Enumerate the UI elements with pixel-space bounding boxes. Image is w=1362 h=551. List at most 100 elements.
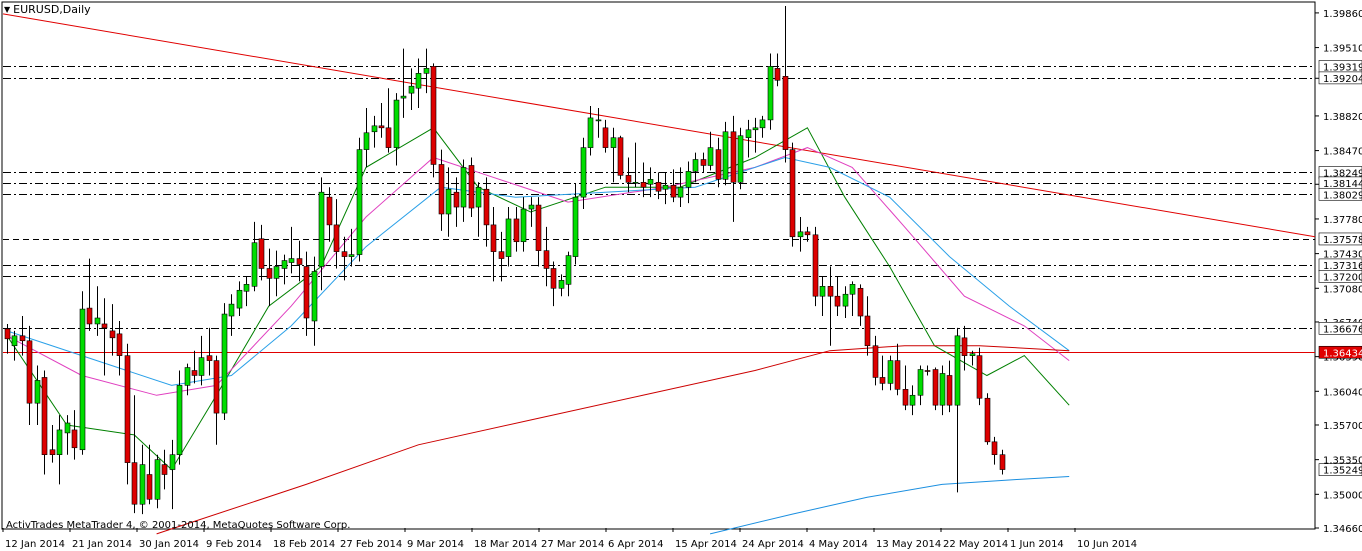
bull-candle-body [917,369,924,396]
bull-candle-body [595,119,602,122]
bull-candle-body [184,367,191,386]
candle [961,325,968,371]
bear-candle-body [602,127,609,148]
candle [86,258,93,331]
bear-candle-body [453,191,460,208]
candle [356,137,363,262]
candle [124,343,131,485]
bull-candle-body [647,179,654,185]
bear-candle-body [206,355,213,361]
candle [894,343,901,396]
candle [228,294,235,336]
bear-candle-body [513,218,520,243]
price-tick-label: 1.34660 [1323,524,1362,535]
dropdown-arrow-icon[interactable]: ▼ [4,5,11,14]
candle [101,298,108,376]
candle [49,424,56,463]
bull-candle-body [528,204,535,210]
candle [745,119,752,158]
candle [849,281,856,317]
candle [296,240,303,282]
price-tick-label: 1.39860 [1323,9,1362,20]
bull-candle-body [288,258,295,263]
bear-candle-body [109,330,116,339]
candle [281,254,288,285]
time-tick-label: 21 Jan 2014 [72,539,132,550]
bull-candle-body [685,171,692,188]
level-label: 1.39319 [1323,62,1362,73]
bear-candle-body [483,188,490,226]
candle [326,187,333,242]
price-tick-label: 1.37430 [1323,250,1362,261]
time-tick-label: 18 Mar 2014 [474,539,537,550]
candle [543,226,550,287]
bull-candle-body [520,208,527,243]
moving-average-line-4 [709,476,1070,535]
price-tick-label: 1.35350 [1323,456,1362,467]
bull-candle-body [677,186,684,198]
candle [430,63,437,178]
bull-candle-body [752,127,759,131]
candle [79,291,86,455]
bear-candle-body [146,474,153,500]
candle [864,296,871,356]
bull-candle-body [94,317,101,325]
candle [445,167,452,237]
candle [528,197,535,227]
bear-candle-body [116,333,123,356]
candle [176,370,183,465]
bear-candle-body [303,266,310,319]
candle [520,197,527,252]
candle [902,365,909,411]
bull-candle-body [565,255,572,285]
candle [146,444,153,505]
moving-average-line-0 [6,127,1070,471]
bull-candle-body [587,117,594,148]
level-label-box [1318,232,1362,246]
bear-candle-body [730,131,737,183]
level-label: 1.37316 [1323,261,1362,272]
bear-candle-body [543,250,550,269]
bear-candle-body [857,287,864,317]
candle [11,330,18,361]
candle [737,127,744,190]
bear-candle-body [946,375,953,406]
candle [154,454,161,509]
price-tick-label: 1.39510 [1323,44,1362,55]
candle [782,5,789,163]
candle [64,415,71,455]
candle [580,137,587,210]
bull-candle-body [400,95,407,99]
price-tick-label: 1.38820 [1323,112,1362,123]
candle [640,162,647,198]
candles [4,5,1006,515]
level-label-box [1318,322,1362,335]
time-tick-label: 9 Feb 2014 [206,539,262,550]
bull-candle-body [745,129,752,139]
candle [767,53,774,130]
bear-candle-body [535,204,542,251]
bear-candle-body [894,360,901,390]
candle [909,385,916,416]
candle [670,169,677,203]
bear-candle-body [782,76,789,150]
bull-candle-body [243,284,250,292]
time-tick-label: 1 Jun 2014 [1010,539,1064,550]
candle [385,88,392,153]
bull-candle-body [311,271,318,322]
candle [371,115,378,148]
time-tick-label: 12 Jan 2014 [5,539,65,550]
candle [946,360,953,413]
chart-title[interactable]: ▼ EURUSD,Daily [4,3,91,16]
bull-candle-body [737,135,744,183]
bull-candle-body [139,464,146,505]
candle [251,221,258,292]
bull-candle-body [169,454,176,470]
candle [415,58,422,108]
candle [730,115,737,222]
bull-candle-body [236,289,243,309]
candle [318,177,325,291]
candle [647,167,654,198]
bull-candle-body [251,242,258,287]
